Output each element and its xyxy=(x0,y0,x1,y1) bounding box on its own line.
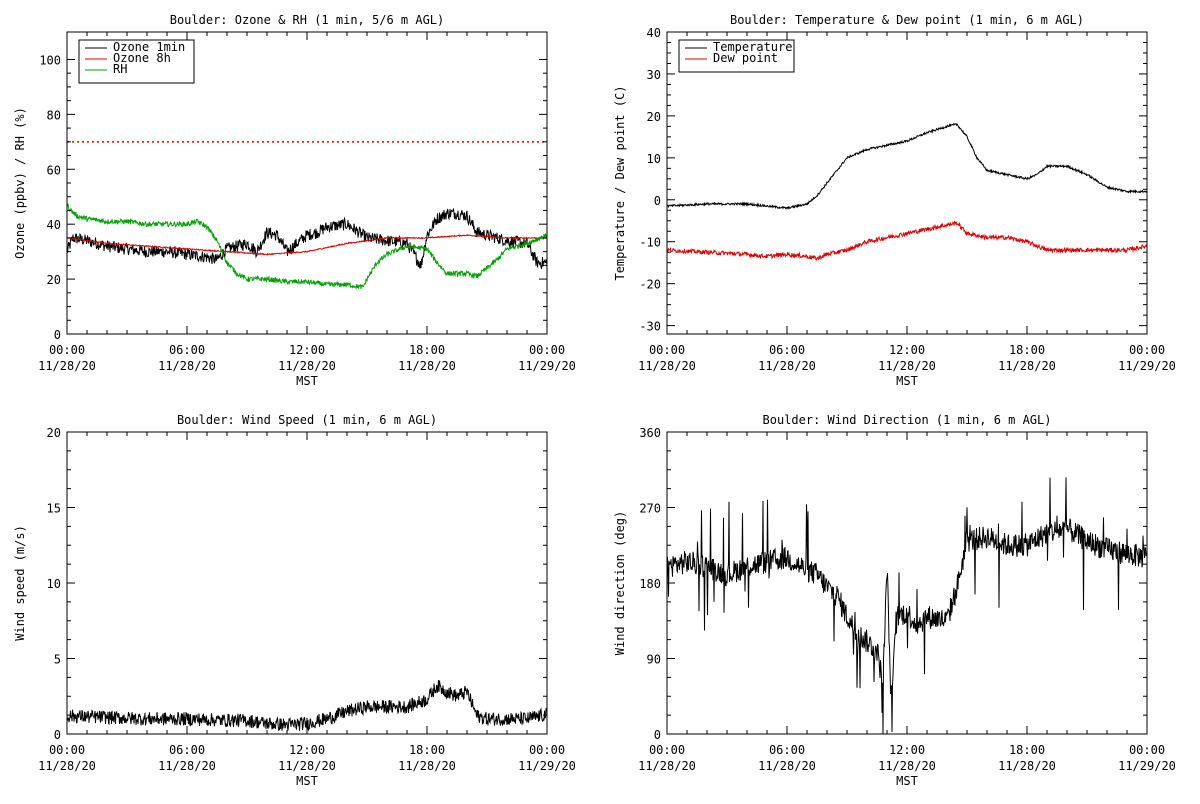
plot-frame xyxy=(66,431,548,735)
ozone-chart: Boulder: Ozone & RH (1 min, 5/6 m AGL) 0 2… xyxy=(13,13,576,388)
legend-box xyxy=(678,39,795,73)
series-line-1 xyxy=(67,233,547,256)
x-tick-date: 11/28/20 xyxy=(878,359,936,373)
chart-title: Boulder: Temperature & Dew point (1 min,… xyxy=(730,13,1084,27)
x-tick-date: 11/28/20 xyxy=(878,759,936,773)
series-line-0 xyxy=(67,208,547,270)
x-tick-date: 11/29/20 xyxy=(1118,759,1176,773)
y-tick-label: -20 xyxy=(639,278,661,292)
y-tick-label: 5 xyxy=(54,653,61,667)
chart-title: Boulder: Ozone & RH (1 min, 5/6 m AGL) xyxy=(170,13,445,27)
series-line-0 xyxy=(667,477,1147,734)
series-line-0 xyxy=(667,123,1147,210)
x-tick-time: 00:00 xyxy=(649,743,685,757)
series-line-2 xyxy=(67,203,547,290)
x-tick-date: 11/28/20 xyxy=(398,359,456,373)
x-tick-time: 18:00 xyxy=(409,743,445,757)
x-tick-date: 11/28/20 xyxy=(998,759,1056,773)
x-tick-date: 11/29/20 xyxy=(518,359,576,373)
y-tick-label: 0 xyxy=(54,328,61,342)
y-tick-label: -10 xyxy=(639,236,661,250)
temp-chart: Boulder: Temperature & Dew point (1 min,… xyxy=(613,13,1176,388)
x-tick-time: 00:00 xyxy=(49,343,85,357)
wdir-chart: Boulder: Wind Direction (1 min, 6 m AGL)… xyxy=(613,413,1176,788)
x-tick-date: 11/28/20 xyxy=(278,759,336,773)
y-tick-label: 0 xyxy=(54,728,61,742)
legend-label: RH xyxy=(113,62,127,76)
x-tick-date: 11/28/20 xyxy=(38,359,96,373)
x-tick-time: 18:00 xyxy=(1009,743,1045,757)
chart-title: Boulder: Wind Direction (1 min, 6 m AGL) xyxy=(763,413,1052,427)
x-tick-date: 11/28/20 xyxy=(158,759,216,773)
y-tick-label: 60 xyxy=(47,163,61,177)
x-tick-time: 12:00 xyxy=(289,743,325,757)
x-tick-time: 18:00 xyxy=(1009,343,1045,357)
legend-label: Ozone 1min xyxy=(113,40,185,54)
x-axis-label: MST xyxy=(296,374,318,388)
y-tick-label: 360 xyxy=(639,426,661,440)
x-tick-time: 18:00 xyxy=(409,343,445,357)
plot-frame xyxy=(666,431,1148,735)
x-tick-time: 00:00 xyxy=(1129,743,1165,757)
y-tick-label: -30 xyxy=(639,320,661,334)
y-tick-label: 40 xyxy=(647,26,661,40)
y-tick-label: 20 xyxy=(647,110,661,124)
y-tick-label: 0 xyxy=(654,194,661,208)
y-tick-label: 90 xyxy=(647,653,661,667)
x-axis-label: MST xyxy=(896,774,918,788)
y-axis-label: Wind speed (m/s) xyxy=(13,525,27,641)
x-tick-time: 06:00 xyxy=(769,743,805,757)
y-tick-label: 30 xyxy=(647,68,661,82)
x-tick-time: 00:00 xyxy=(649,343,685,357)
x-tick-date: 11/28/20 xyxy=(38,759,96,773)
y-tick-label: 100 xyxy=(39,53,61,67)
x-tick-time: 12:00 xyxy=(889,343,925,357)
y-tick-label: 180 xyxy=(639,577,661,591)
x-tick-time: 06:00 xyxy=(769,343,805,357)
series-line-0 xyxy=(67,679,547,732)
x-tick-date: 11/28/20 xyxy=(638,359,696,373)
legend-label: Temperature xyxy=(713,40,792,54)
x-tick-date: 11/28/20 xyxy=(758,759,816,773)
y-tick-label: 20 xyxy=(47,273,61,287)
y-tick-label: 0 xyxy=(654,728,661,742)
plot-frame xyxy=(666,31,1148,335)
chart-title: Boulder: Wind Speed (1 min, 6 m AGL) xyxy=(177,413,437,427)
y-tick-label: 80 xyxy=(47,108,61,122)
x-tick-date: 11/28/20 xyxy=(398,759,456,773)
wspd-chart: Boulder: Wind Speed (1 min, 6 m AGL) 0 5 10… xyxy=(13,413,576,788)
y-tick-label: 270 xyxy=(639,502,661,516)
x-tick-time: 00:00 xyxy=(529,743,565,757)
x-tick-date: 11/29/20 xyxy=(1118,359,1176,373)
x-tick-time: 12:00 xyxy=(889,743,925,757)
series-line-1 xyxy=(667,220,1147,261)
y-tick-label: 10 xyxy=(647,152,661,166)
y-axis-label: Wind direction (deg) xyxy=(613,511,627,656)
y-axis-label: Ozone (ppbv) / RH (%) xyxy=(13,107,27,259)
x-axis-label: MST xyxy=(296,774,318,788)
y-axis-label: Temperature / Dew point (C) xyxy=(613,85,627,280)
x-tick-time: 00:00 xyxy=(529,343,565,357)
x-tick-date: 11/28/20 xyxy=(998,359,1056,373)
x-tick-time: 06:00 xyxy=(169,343,205,357)
x-tick-time: 00:00 xyxy=(49,743,85,757)
x-tick-date: 11/28/20 xyxy=(278,359,336,373)
y-tick-label: 40 xyxy=(47,218,61,232)
x-axis-label: MST xyxy=(896,374,918,388)
legend-label: Ozone 8h xyxy=(113,51,171,65)
x-tick-date: 11/28/20 xyxy=(758,359,816,373)
legend-label: Dew point xyxy=(713,51,778,65)
x-tick-time: 06:00 xyxy=(169,743,205,757)
x-tick-date: 11/28/20 xyxy=(638,759,696,773)
legend-box xyxy=(78,39,195,84)
x-tick-date: 11/28/20 xyxy=(158,359,216,373)
x-tick-date: 11/29/20 xyxy=(518,759,576,773)
y-tick-label: 20 xyxy=(47,426,61,440)
x-tick-time: 00:00 xyxy=(1129,343,1165,357)
y-tick-label: 15 xyxy=(47,502,61,516)
y-tick-label: 10 xyxy=(47,577,61,591)
x-tick-time: 12:00 xyxy=(289,343,325,357)
